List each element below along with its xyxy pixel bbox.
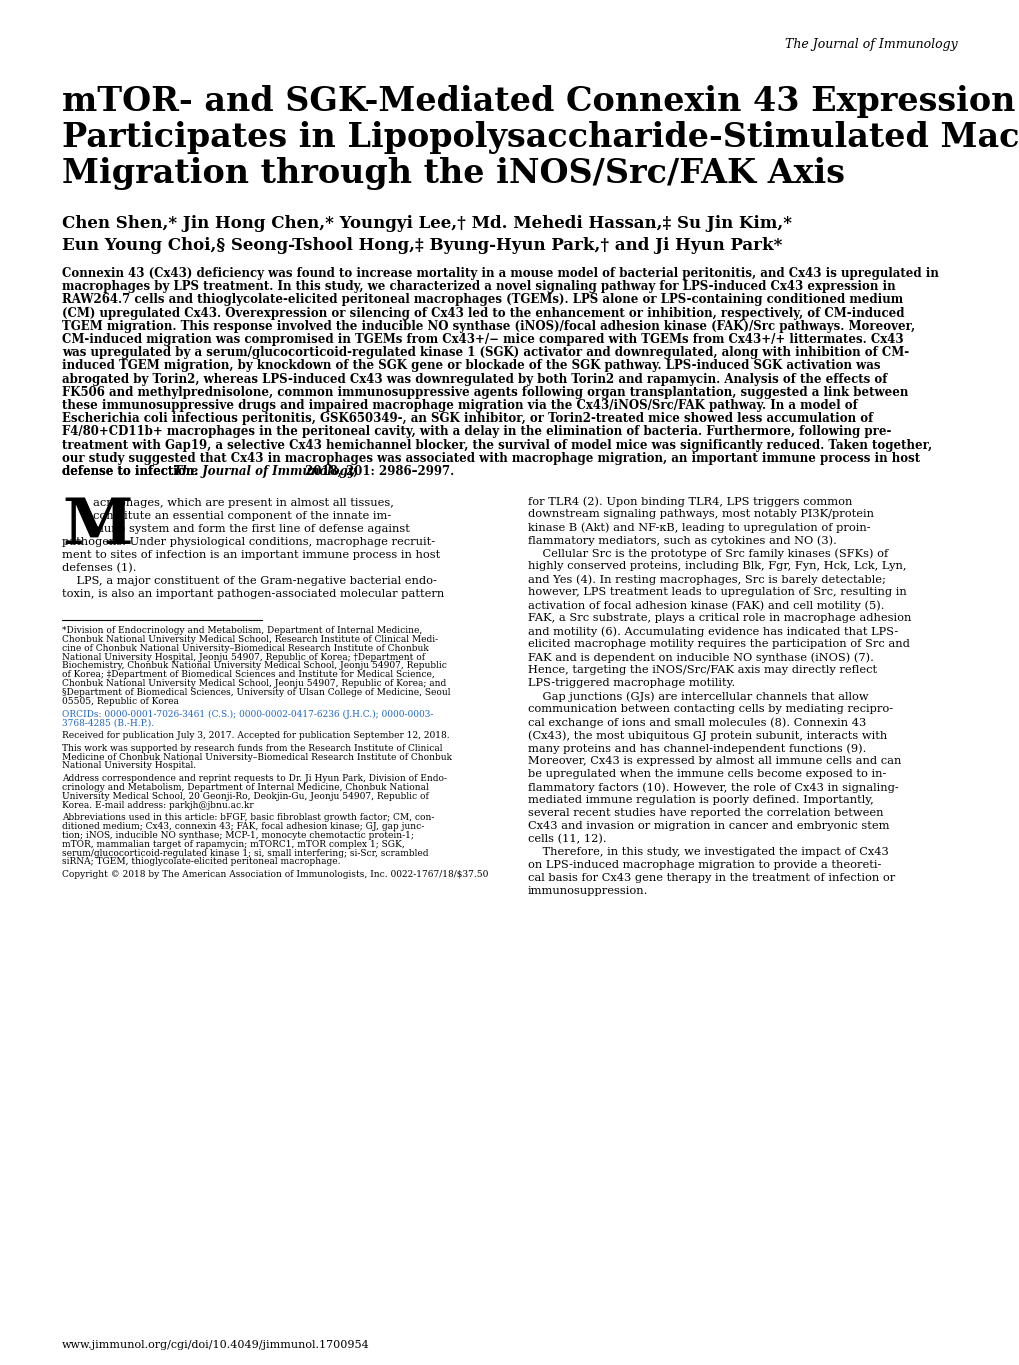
Text: defense to infection.: defense to infection.	[62, 465, 198, 478]
Text: 05505, Republic of Korea: 05505, Republic of Korea	[62, 696, 178, 706]
Text: treatment with Gap19, a selective Cx43 hemichannel blocker, the survival of mode: treatment with Gap19, a selective Cx43 h…	[62, 438, 931, 452]
Text: The Journal of Immunology: The Journal of Immunology	[785, 38, 957, 51]
Text: Medicine of Chonbuk National University–Biomedical Research Institute of Chonbuk: Medicine of Chonbuk National University–…	[62, 752, 451, 762]
Text: Chonbuk National University Medical School, Research Institute of Clinical Medi-: Chonbuk National University Medical Scho…	[62, 635, 438, 644]
Text: Abbreviations used in this article: bFGF, basic fibroblast growth factor; CM, co: Abbreviations used in this article: bFGF…	[62, 814, 434, 822]
Text: cal basis for Cx43 gene therapy in the treatment of infection or: cal basis for Cx43 gene therapy in the t…	[528, 874, 895, 883]
Text: many proteins and has channel-independent functions (9).: many proteins and has channel-independen…	[528, 743, 865, 753]
Text: for TLR4 (2). Upon binding TLR4, LPS triggers common: for TLR4 (2). Upon binding TLR4, LPS tri…	[528, 497, 852, 506]
Text: Therefore, in this study, we investigated the impact of Cx43: Therefore, in this study, we investigate…	[528, 848, 888, 857]
Text: our study suggested that Cx43 in macrophages was associated with macrophage migr: our study suggested that Cx43 in macroph…	[62, 452, 919, 465]
Text: induced TGEM migration, by knockdown of the SGK gene or blockade of the SGK path: induced TGEM migration, by knockdown of …	[62, 359, 879, 373]
Text: defense to infection.   The Journal of Immunology, 2018, 201: 2986–2997.: defense to infection. The Journal of Imm…	[62, 465, 548, 478]
Text: defense to infection.: defense to infection.	[62, 465, 198, 478]
Text: Cellular Src is the prototype of Src family kinases (SFKs) of: Cellular Src is the prototype of Src fam…	[528, 549, 888, 558]
Text: LPS, a major constituent of the Gram-negative bacterial endo-: LPS, a major constituent of the Gram-neg…	[62, 576, 436, 586]
Text: crinology and Metabolism, Department of Internal Medicine, Chonbuk National: crinology and Metabolism, Department of …	[62, 784, 428, 792]
Text: mTOR, mammalian target of rapamycin; mTORC1, mTOR complex 1; SGK,: mTOR, mammalian target of rapamycin; mTO…	[62, 839, 405, 849]
Text: Chen Shen,* Jin Hong Chen,* Youngyi Lee,† Md. Mehedi Hassan,‡ Su Jin Kim,*: Chen Shen,* Jin Hong Chen,* Youngyi Lee,…	[62, 216, 791, 232]
Text: Chonbuk National University Medical School, Jeonju 54907, Republic of Korea; and: Chonbuk National University Medical Scho…	[62, 678, 446, 688]
Text: on LPS-induced macrophage migration to provide a theoreti-: on LPS-induced macrophage migration to p…	[528, 860, 880, 871]
Text: Eun Young Choi,§ Seong-Tshool Hong,‡ Byung-Hyun Park,† and Ji Hyun Park*: Eun Young Choi,§ Seong-Tshool Hong,‡ Byu…	[62, 238, 782, 254]
Text: Copyright © 2018 by The American Association of Immunologists, Inc. 0022-1767/18: Copyright © 2018 by The American Associa…	[62, 871, 488, 879]
Text: and Yes (4). In resting macrophages, Src is barely detectable;: and Yes (4). In resting macrophages, Src…	[528, 575, 886, 584]
Text: (CM) upregulated Cx43. Overexpression or silencing of Cx43 led to the enhancemen: (CM) upregulated Cx43. Overexpression or…	[62, 307, 904, 319]
Text: however, LPS treatment leads to upregulation of Src, resulting in: however, LPS treatment leads to upregula…	[528, 587, 906, 598]
Text: ORCIDs: 0000-0001-7026-3461 (C.S.); 0000-0002-0417-6236 (J.H.C.); 0000-0003-: ORCIDs: 0000-0001-7026-3461 (C.S.); 0000…	[62, 710, 433, 718]
Text: flammatory mediators, such as cytokines and NO (3).: flammatory mediators, such as cytokines …	[528, 535, 836, 546]
Text: cine of Chonbuk National University–Biomedical Research Institute of Chonbuk: cine of Chonbuk National University–Biom…	[62, 644, 428, 652]
Text: FAK, a Src substrate, plays a critical role in macrophage adhesion: FAK, a Src substrate, plays a critical r…	[528, 613, 911, 624]
Text: mTOR- and SGK-Mediated Connexin 43 Expression: mTOR- and SGK-Mediated Connexin 43 Expre…	[62, 85, 1014, 117]
Text: TGEM migration. This response involved the inducible NO synthase (iNOS)/focal ad: TGEM migration. This response involved t…	[62, 319, 914, 333]
Text: defenses (1).: defenses (1).	[62, 564, 137, 573]
Text: (Cx43), the most ubiquitous GJ protein subunit, interacts with: (Cx43), the most ubiquitous GJ protein s…	[528, 730, 887, 741]
Text: of Korea; ‡Department of Biomedical Sciences and Institute for Medical Science,: of Korea; ‡Department of Biomedical Scie…	[62, 670, 434, 680]
Text: Hence, targeting the iNOS/Src/FAK axis may directly reflect: Hence, targeting the iNOS/Src/FAK axis m…	[528, 665, 876, 676]
Text: Received for publication July 3, 2017. Accepted for publication September 12, 20: Received for publication July 3, 2017. A…	[62, 732, 449, 740]
Text: 2018, 201: 2986–2997.: 2018, 201: 2986–2997.	[301, 465, 453, 478]
Text: siRNA; TGEM, thioglycolate-elicited peritoneal macrophage.: siRNA; TGEM, thioglycolate-elicited peri…	[62, 857, 340, 867]
Text: elicited macrophage motility requires the participation of Src and: elicited macrophage motility requires th…	[528, 639, 909, 650]
Text: abrogated by Torin2, whereas LPS-induced Cx43 was downregulated by both Torin2 a: abrogated by Torin2, whereas LPS-induced…	[62, 373, 887, 385]
Text: tion; iNOS, inducible NO synthase; MCP-1, monocyte chemotactic protein-1;: tion; iNOS, inducible NO synthase; MCP-1…	[62, 831, 414, 839]
Text: National University Hospital, Jeonju 54907, Republic of Korea; †Department of: National University Hospital, Jeonju 549…	[62, 652, 425, 662]
Text: RAW264.7 cells and thioglycolate-elicited peritoneal macrophages (TGEMs). LPS al: RAW264.7 cells and thioglycolate-elicite…	[62, 293, 902, 306]
Text: toxin, is also an important pathogen-associated molecular pattern: toxin, is also an important pathogen-ass…	[62, 590, 444, 599]
Text: acrophages, which are present in almost all tissues,: acrophages, which are present in almost …	[93, 498, 393, 508]
Text: immunosuppression.: immunosuppression.	[528, 886, 648, 897]
Text: cal exchange of ions and small molecules (8). Connexin 43: cal exchange of ions and small molecules…	[528, 717, 865, 728]
Text: several recent studies have reported the correlation between: several recent studies have reported the…	[528, 808, 882, 818]
Text: Biochemistry, Chonbuk National University Medical School, Jeonju 54907, Republic: Biochemistry, Chonbuk National Universit…	[62, 662, 446, 670]
Text: activation of focal adhesion kinase (FAK) and cell motility (5).: activation of focal adhesion kinase (FAK…	[528, 601, 883, 610]
Text: constitute an essential component of the innate im-: constitute an essential component of the…	[93, 512, 391, 521]
Text: Participates in Lipopolysaccharide-Stimulated Macrophage: Participates in Lipopolysaccharide-Stimu…	[62, 121, 1019, 154]
Text: FK506 and methylprednisolone, common immunosuppressive agents following organ tr: FK506 and methylprednisolone, common imm…	[62, 386, 908, 399]
Text: FAK and is dependent on inducible NO synthase (iNOS) (7).: FAK and is dependent on inducible NO syn…	[528, 652, 873, 663]
Text: M: M	[62, 497, 132, 557]
Text: LPS-triggered macrophage motility.: LPS-triggered macrophage motility.	[528, 678, 735, 688]
Text: F4/80+CD11b+ macrophages in the peritoneal cavity, with a delay in the eliminati: F4/80+CD11b+ macrophages in the peritone…	[62, 426, 891, 438]
Text: Cx43 and invasion or migration in cancer and embryonic stem: Cx43 and invasion or migration in cancer…	[528, 822, 889, 831]
Text: was upregulated by a serum/glucocorticoid-regulated kinase 1 (SGK) activator and: was upregulated by a serum/glucocorticoi…	[62, 347, 908, 359]
Text: National University Hospital.: National University Hospital.	[62, 762, 196, 770]
Text: The Journal of Immunology,: The Journal of Immunology,	[161, 465, 358, 478]
Text: ment to sites of infection is an important immune process in host: ment to sites of infection is an importa…	[62, 550, 440, 560]
Text: highly conserved proteins, including Blk, Fgr, Fyn, Hck, Lck, Lyn,: highly conserved proteins, including Blk…	[528, 561, 906, 571]
Text: pathogens. Under physiological conditions, macrophage recruit-: pathogens. Under physiological condition…	[62, 538, 435, 547]
Text: Moreover, Cx43 is expressed by almost all immune cells and can: Moreover, Cx43 is expressed by almost al…	[528, 756, 901, 766]
Text: 3768-4285 (B.-H.P.).: 3768-4285 (B.-H.P.).	[62, 718, 154, 728]
Text: mune system and form the first line of defense against: mune system and form the first line of d…	[93, 524, 410, 534]
Text: communication between contacting cells by mediating recipro-: communication between contacting cells b…	[528, 704, 893, 714]
Text: www.jimmunol.org/cgi/doi/10.4049/jimmunol.1700954: www.jimmunol.org/cgi/doi/10.4049/jimmuno…	[62, 1340, 370, 1350]
Text: cells (11, 12).: cells (11, 12).	[528, 834, 606, 845]
Text: Escherichia coli infectious peritonitis, GSK650349-, an SGK inhibitor, or Torin2: Escherichia coli infectious peritonitis,…	[62, 412, 872, 426]
Text: Connexin 43 (Cx43) deficiency was found to increase mortality in a mouse model o: Connexin 43 (Cx43) deficiency was found …	[62, 268, 937, 280]
Text: This work was supported by research funds from the Research Institute of Clinica: This work was supported by research fund…	[62, 744, 442, 753]
Text: Address correspondence and reprint requests to Dr. Ji Hyun Park, Division of End: Address correspondence and reprint reque…	[62, 774, 446, 784]
Text: downstream signaling pathways, most notably PI3K/protein: downstream signaling pathways, most nota…	[528, 509, 873, 519]
Text: and motility (6). Accumulating evidence has indicated that LPS-: and motility (6). Accumulating evidence …	[528, 627, 898, 636]
Text: Gap junctions (GJs) are intercellular channels that allow: Gap junctions (GJs) are intercellular ch…	[528, 691, 868, 702]
Text: §Department of Biomedical Sciences, University of Ulsan College of Medicine, Seo: §Department of Biomedical Sciences, Univ…	[62, 688, 450, 696]
Text: Korea. E-mail address: parkjh@jbnu.ac.kr: Korea. E-mail address: parkjh@jbnu.ac.kr	[62, 801, 254, 809]
Text: macrophages by LPS treatment. In this study, we characterized a novel signaling : macrophages by LPS treatment. In this st…	[62, 280, 895, 293]
Text: kinase B (Akt) and NF-κB, leading to upregulation of proin-: kinase B (Akt) and NF-κB, leading to upr…	[528, 523, 870, 532]
Text: serum/glucocorticoid-regulated kinase 1; si, small interfering; si-Scr, scramble: serum/glucocorticoid-regulated kinase 1;…	[62, 849, 428, 857]
Text: *Division of Endocrinology and Metabolism, Department of Internal Medicine,: *Division of Endocrinology and Metabolis…	[62, 627, 422, 635]
Text: be upregulated when the immune cells become exposed to in-: be upregulated when the immune cells bec…	[528, 770, 886, 779]
Text: University Medical School, 20 Geonji-Ro, Deokjin-Gu, Jeonju 54907, Republic of: University Medical School, 20 Geonji-Ro,…	[62, 792, 428, 801]
Text: these immunosuppressive drugs and impaired macrophage migration via the Cx43/iNO: these immunosuppressive drugs and impair…	[62, 399, 857, 412]
Text: flammatory factors (10). However, the role of Cx43 in signaling-: flammatory factors (10). However, the ro…	[528, 782, 898, 793]
Text: ditioned medium; Cx43, connexin 43; FAK, focal adhesion kinase; GJ, gap junc-: ditioned medium; Cx43, connexin 43; FAK,…	[62, 822, 424, 831]
Text: Migration through the iNOS/Src/FAK Axis: Migration through the iNOS/Src/FAK Axis	[62, 157, 844, 190]
Text: mediated immune regulation is poorly defined. Importantly,: mediated immune regulation is poorly def…	[528, 796, 873, 805]
Text: CM-induced migration was compromised in TGEMs from Cx43+/− mice compared with TG: CM-induced migration was compromised in …	[62, 333, 903, 345]
